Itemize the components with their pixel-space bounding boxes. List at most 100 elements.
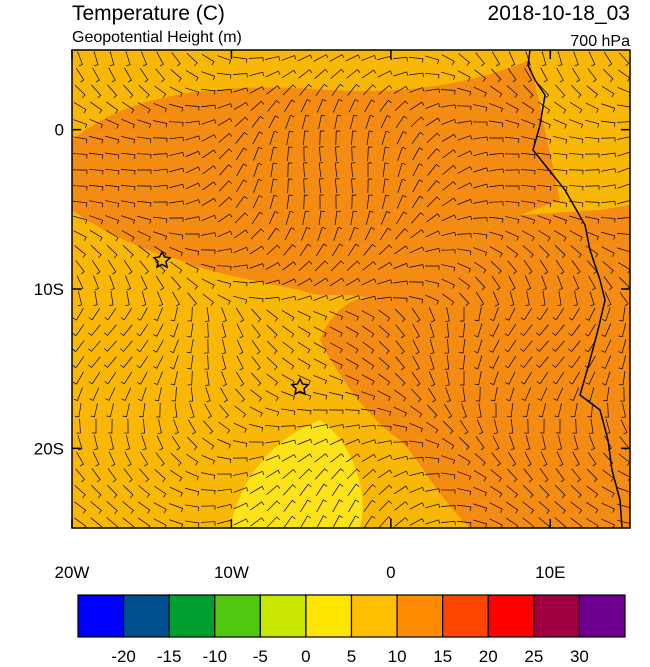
wind-barb (584, 153, 600, 158)
wind-barb (313, 392, 328, 400)
wind-barb (221, 355, 227, 371)
wind-barb (505, 230, 519, 241)
wind-barb (508, 51, 516, 67)
wind-barb (217, 103, 233, 109)
wind-barb (505, 119, 520, 128)
wind-barb (122, 84, 134, 99)
wind-barb (617, 262, 630, 274)
wind-barb (360, 425, 376, 430)
wind-barb (297, 424, 312, 429)
wind-barb (248, 297, 264, 303)
wind-barb (536, 324, 549, 336)
wind-barb (345, 391, 360, 400)
wind-barb (302, 210, 310, 225)
wind-barb (334, 178, 340, 193)
wind-barb (472, 217, 488, 222)
wind-barb (429, 355, 435, 371)
wind-barb (303, 146, 308, 162)
wind-barb (330, 260, 344, 272)
wind-barb (169, 183, 185, 189)
wind-barb (136, 169, 152, 174)
wind-barb (475, 436, 485, 451)
wind-barb (73, 200, 88, 207)
wind-barb (520, 324, 533, 337)
wind-barb (458, 292, 470, 307)
wind-barb (457, 150, 473, 158)
wind-barb (604, 435, 612, 451)
wind-barb (107, 84, 118, 99)
wind-barb (520, 307, 533, 321)
wind-barb (329, 424, 345, 429)
wind-barb (600, 201, 616, 206)
wind-barb (121, 387, 132, 401)
wind-barb (602, 68, 614, 83)
wind-barb (137, 136, 152, 144)
colorbar-swatch (259, 594, 307, 638)
wind-barb (520, 340, 533, 352)
wind-barb (427, 180, 440, 192)
wind-barb (457, 135, 473, 141)
wind-barb (349, 227, 359, 241)
wind-barb (601, 152, 616, 157)
wind-barb (315, 83, 328, 96)
wind-barb (552, 356, 565, 368)
colorbar-swatch (350, 594, 398, 638)
wind-barb (441, 214, 457, 222)
wind-barb (328, 409, 344, 415)
wind-barb (537, 387, 548, 401)
wind-barb (104, 168, 120, 175)
colorbar-label: 25 (524, 647, 543, 666)
wind-barb (350, 210, 358, 225)
wind-barb (171, 386, 177, 402)
wind-barb (121, 101, 135, 114)
wind-barb (444, 338, 449, 354)
wind-barb (557, 435, 562, 451)
wind-barb (201, 134, 217, 142)
wind-barb (205, 371, 210, 386)
wind-barb (395, 356, 405, 371)
wind-barb (377, 440, 392, 445)
wind-barb (361, 295, 377, 301)
wind-barb (120, 184, 136, 191)
wind-barb (140, 418, 145, 434)
wind-barb (424, 73, 440, 79)
wind-barb (554, 101, 567, 114)
wind-barb (218, 213, 233, 223)
wind-barb (185, 216, 200, 221)
wind-barb (541, 291, 546, 306)
wind-barb (136, 153, 152, 159)
wind-barb (265, 469, 281, 479)
wind-barb (265, 279, 281, 285)
wind-barb (569, 101, 583, 114)
wind-barb (282, 357, 295, 370)
wind-barb (489, 339, 500, 353)
wind-barb (125, 435, 131, 451)
wind-barb (233, 502, 249, 510)
colorbar-label: -10 (202, 647, 227, 666)
wind-barb (572, 275, 580, 291)
wind-barb (476, 419, 484, 435)
wind-barb (570, 84, 582, 99)
wind-barb (589, 435, 596, 451)
wind-barb (265, 440, 280, 445)
wind-barb (169, 323, 179, 338)
wind-barb (141, 51, 148, 67)
wind-barb (490, 387, 498, 402)
wind-barb (555, 468, 565, 483)
wind-barb (249, 423, 264, 432)
wind-barb (217, 230, 233, 238)
wind-barb (506, 85, 518, 98)
wind-barb (185, 504, 200, 512)
wind-barb (601, 355, 612, 369)
wind-barb (329, 342, 343, 354)
wind-barb (525, 291, 530, 306)
wind-barb (348, 499, 360, 513)
wind-barb (444, 322, 450, 338)
wind-barb (138, 517, 151, 528)
wind-barb (329, 294, 345, 301)
wind-barb (319, 130, 325, 146)
wind-barb (489, 307, 499, 322)
wind-barb (571, 468, 581, 483)
wind-barb (270, 162, 278, 177)
wind-barb (394, 372, 406, 387)
